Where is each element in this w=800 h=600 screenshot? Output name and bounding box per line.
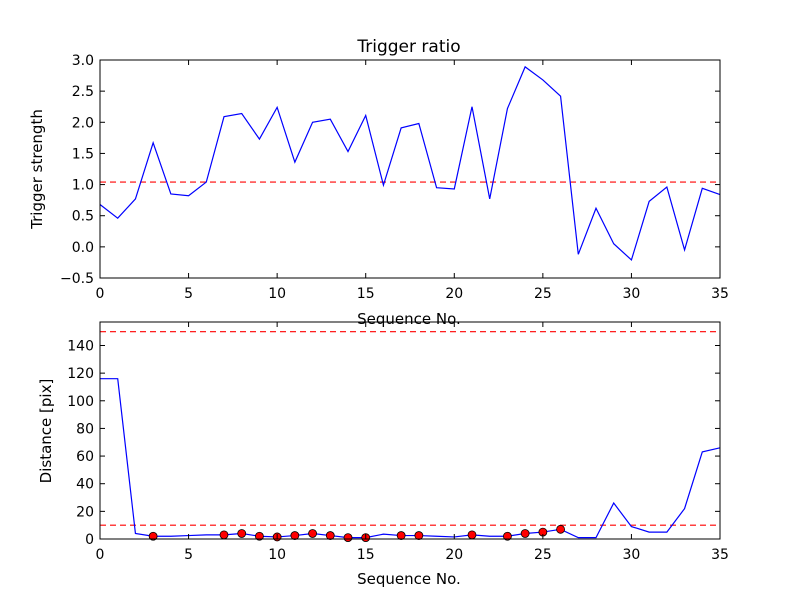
plot-frame [99, 59, 721, 279]
data-point-marker [503, 531, 512, 541]
y-tick-label: −0.5 [60, 271, 94, 287]
data-point-marker [290, 531, 300, 540]
y-tick-label: 2.5 [72, 84, 94, 100]
x-tick-label: 10 [268, 547, 286, 563]
y-axis-label: Trigger strength [28, 109, 46, 230]
x-tick-label: 30 [623, 547, 641, 563]
data-point-marker [219, 530, 229, 540]
data-point-marker [556, 524, 565, 534]
y-axis-label: Distance [pix] [37, 379, 55, 484]
y-tick-label: 0.5 [72, 209, 94, 225]
trigger-ratio-chart: Trigger ratio Sequence No. Trigger stren… [28, 37, 729, 328]
plot-frame [99, 321, 721, 540]
x-tick-label: 5 [184, 286, 193, 302]
x-tick-label: 0 [96, 547, 105, 563]
y-tick-label: 100 [67, 394, 94, 410]
y-tick-label: 40 [76, 477, 94, 493]
x-tick-label: 0 [96, 286, 105, 302]
y-tick-label: 1.0 [72, 178, 94, 194]
y-tick-label: 0 [85, 532, 94, 548]
data-point-marker [237, 529, 247, 538]
y-tick-label: 60 [76, 449, 94, 465]
x-tick-label: 25 [534, 547, 552, 563]
y-tick-label: 3.0 [72, 53, 94, 69]
x-tick-label: 35 [711, 547, 729, 563]
chart-title: Trigger ratio [356, 37, 460, 57]
data-point-marker [396, 531, 406, 540]
data-series-line [99, 65, 721, 262]
y-tick-label: 140 [67, 338, 94, 354]
x-tick-label: 20 [445, 547, 463, 563]
x-tick-label: 10 [268, 286, 286, 302]
distance-chart: Sequence No. Distance [pix] 0 5 10 15 20 25 30… [37, 321, 729, 588]
x-tick-label: 15 [357, 547, 375, 563]
x-tick-label: 25 [534, 286, 552, 302]
data-point-marker [520, 529, 530, 538]
y-tick-label: 80 [76, 421, 94, 437]
y-tick-label: 120 [67, 366, 94, 382]
data-point-marker [467, 530, 477, 540]
x-tick-label: 5 [184, 547, 193, 563]
y-tick-label: 2.0 [72, 115, 94, 131]
x-axis-label: Sequence No. [357, 310, 461, 328]
data-point-marker [414, 531, 424, 540]
y-tick-label: 0.0 [72, 240, 94, 256]
x-axis-label: Sequence No. [357, 570, 461, 588]
x-tick-label: 35 [711, 286, 729, 302]
data-point-marker [148, 531, 158, 541]
x-tick-label: 15 [357, 286, 375, 302]
data-point-marker [255, 531, 264, 541]
y-tick-label: 20 [76, 504, 94, 520]
data-point-marker [325, 531, 335, 540]
data-point-marker [308, 529, 317, 538]
data-point-marker [343, 533, 353, 543]
x-tick-label: 30 [623, 286, 641, 302]
y-tick-label: 1.5 [72, 146, 94, 162]
data-series-line [100, 378, 721, 539]
x-tick-label: 20 [445, 286, 463, 302]
